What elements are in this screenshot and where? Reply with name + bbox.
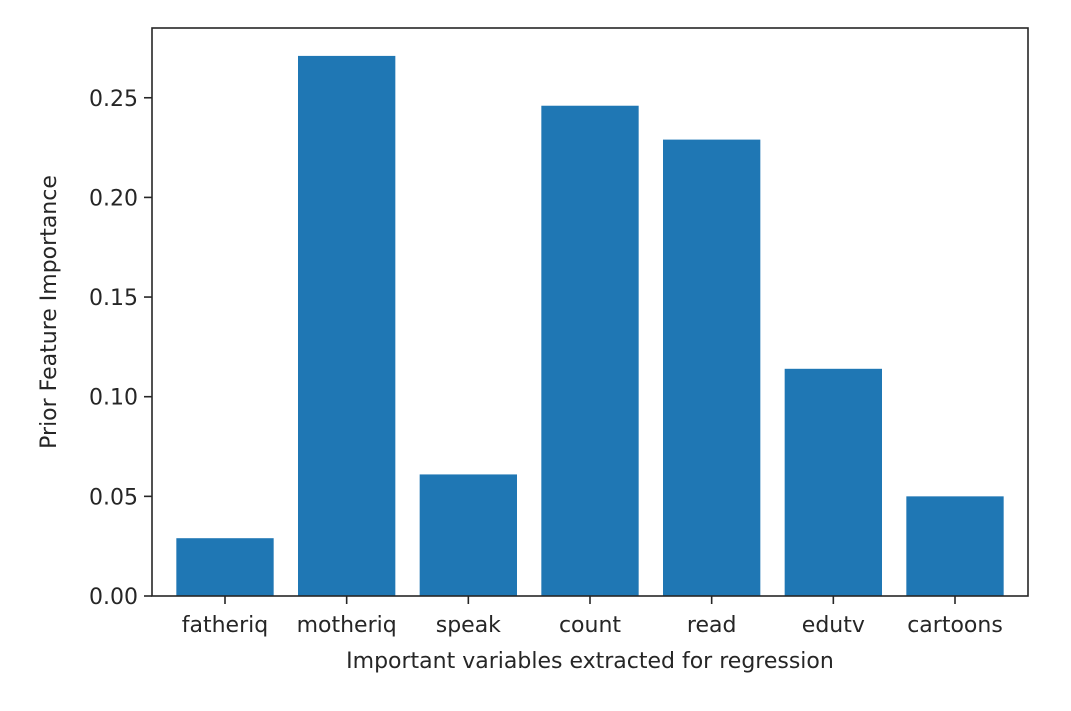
x-tick-label: motheriq <box>297 613 397 638</box>
x-tick-label: count <box>559 613 621 638</box>
bar-cartoons <box>906 496 1004 596</box>
x-axis-ticks: fatheriq motheriq speak count read edutv carto… <box>182 596 1003 638</box>
y-tick-label: 0.20 <box>89 186 138 211</box>
x-tick-label: cartoons <box>907 613 1003 638</box>
bar-count <box>541 105 639 596</box>
bars-group <box>176 55 1004 597</box>
bar-edutv <box>784 368 882 596</box>
y-tick-label: 0.25 <box>89 87 138 112</box>
y-tick-label: 0.00 <box>89 585 138 610</box>
x-tick-label: edutv <box>802 613 865 638</box>
y-tick-label: 0.15 <box>89 286 138 311</box>
bar-fatheriq <box>176 538 274 596</box>
x-tick-label: fatheriq <box>182 613 268 638</box>
x-tick-label: read <box>687 613 737 638</box>
bar-read <box>663 139 761 597</box>
bar-speak <box>419 474 517 596</box>
y-axis-label: Prior Feature Importance <box>37 175 62 449</box>
plot-frame <box>151 27 1029 597</box>
y-tick-label: 0.05 <box>89 485 138 510</box>
y-tick-label: 0.10 <box>89 386 138 411</box>
x-tick-label: speak <box>436 613 501 638</box>
x-axis-label: Important variables extracted for regres… <box>346 649 834 674</box>
bar-motheriq <box>298 55 396 597</box>
y-axis-ticks: 0.00 0.05 0.10 0.15 0.20 0.25 <box>89 87 152 610</box>
